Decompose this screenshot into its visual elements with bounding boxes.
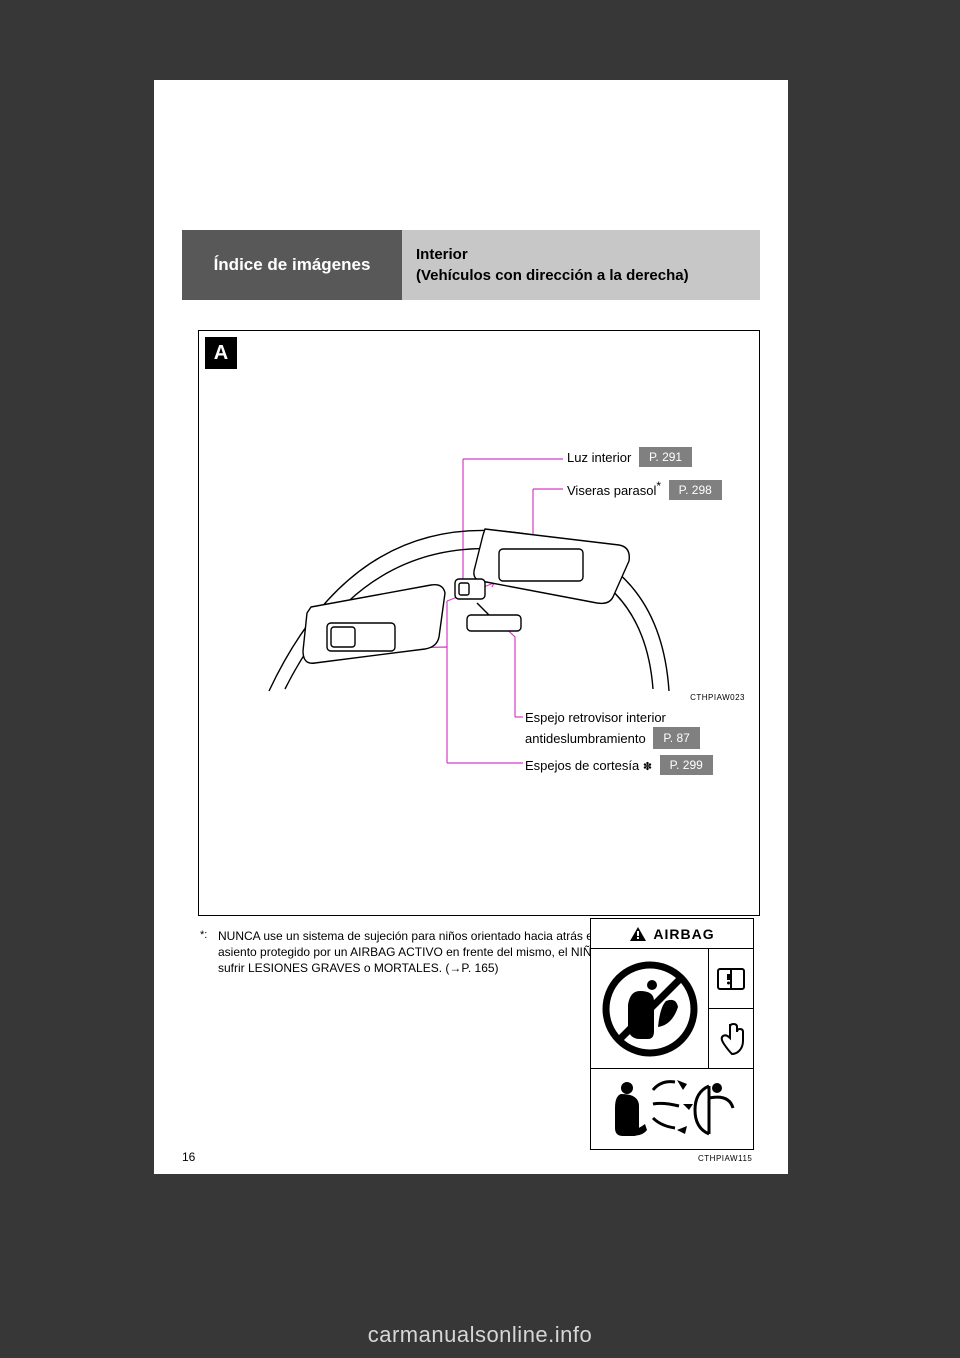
callout-viseras-parasol: Viseras parasol* P. 298	[567, 479, 722, 500]
airbag-image-code: CTHPIAW115	[698, 1154, 752, 1163]
callout-espejo-retrovisor: Espejo retrovisor interior antideslumbra…	[525, 709, 755, 749]
book-icon	[709, 949, 753, 1009]
watermark: carmanualsonline.info	[0, 1322, 960, 1348]
callout-viseras-parasol-label: Viseras parasol	[567, 483, 656, 498]
figure-frame: A Luz interior P. 291 Viseras parasol* P…	[198, 330, 760, 916]
asterisk-icon: ✽	[643, 761, 652, 773]
airbag-warning-box: AIRBAG	[590, 918, 754, 1150]
callout-espejos-cortesia-label: Espejos de cortesía	[525, 758, 639, 773]
header-subtitle-line2: (Vehículos con dirección a la derecha)	[416, 267, 746, 284]
airbag-body-right	[709, 949, 753, 1068]
header-section-title-text: Índice de imágenes	[214, 255, 371, 275]
hand-point-icon	[709, 1009, 753, 1068]
airbag-body	[591, 949, 753, 1069]
airbag-prohibit-icon	[591, 949, 709, 1068]
figure-image-code: CTHPIAW023	[690, 693, 745, 702]
footnote-text: NUNCA use un sistema de sujeción para ni…	[218, 929, 638, 975]
manual-page: Índice de imágenes Interior (Vehículos c…	[154, 80, 788, 1174]
page-ref-badge[interactable]: P. 298	[669, 480, 722, 500]
airbag-header: AIRBAG	[591, 919, 753, 949]
warning-icon	[629, 926, 647, 942]
callout-espejo-retrovisor-label1: Espejo retrovisor interior	[525, 710, 666, 725]
page-number: 16	[182, 1150, 195, 1164]
airbag-label: AIRBAG	[653, 926, 714, 942]
page-ref-badge[interactable]: P. 291	[639, 447, 692, 467]
footnote-marker: *:	[200, 928, 207, 943]
header-section-title: Índice de imágenes	[182, 230, 402, 300]
header-subtitle: Interior (Vehículos con dirección a la d…	[402, 230, 760, 300]
figure-svg	[199, 331, 761, 917]
callout-luz-interior-label: Luz interior	[567, 450, 631, 465]
asterisk-icon: *	[656, 479, 661, 493]
airbag-deploy-icon	[591, 1069, 753, 1149]
footnote: *: NUNCA use un sistema de sujeción para…	[218, 928, 638, 977]
page-header: Índice de imágenes Interior (Vehículos c…	[182, 230, 760, 300]
header-subtitle-line1: Interior	[416, 246, 746, 263]
page-ref-badge[interactable]: P. 87	[653, 727, 699, 749]
callout-espejos-cortesia: Espejos de cortesía ✽ P. 299	[525, 755, 713, 775]
callout-luz-interior: Luz interior P. 291	[567, 447, 692, 467]
callout-espejo-retrovisor-label2: antideslumbramiento	[525, 731, 646, 746]
page-ref-badge[interactable]: P. 299	[660, 755, 713, 775]
